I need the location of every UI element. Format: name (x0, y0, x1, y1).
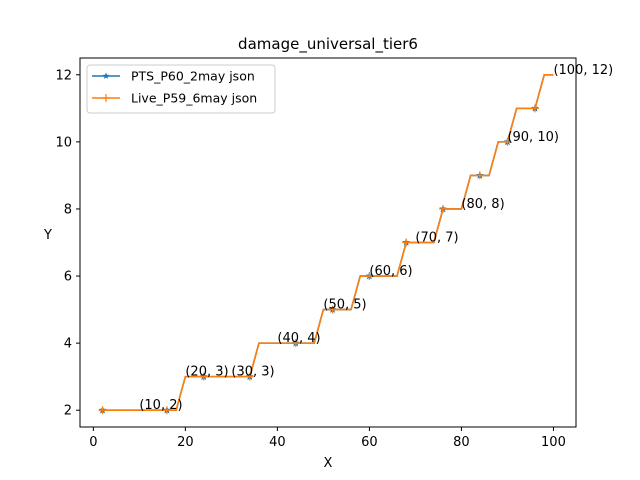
annotation-label: (70, 7) (415, 231, 458, 246)
series-2 (98, 73, 554, 415)
annotation-label: (20, 3) (185, 365, 228, 380)
legend-item: PTS_P60_2may json (92, 69, 255, 84)
series-line (102, 73, 554, 412)
axes-frame (79, 57, 577, 428)
y-tick-label: 12 (55, 68, 72, 83)
data-point (503, 137, 512, 146)
y-tick-label: 10 (55, 135, 72, 150)
x-axis-label: X (324, 456, 333, 471)
legend-marker (102, 94, 110, 102)
data-point (328, 305, 337, 314)
x-tick-label: 60 (361, 435, 378, 450)
legend-item: Live_P59_6may json (92, 91, 257, 106)
x-tick-label: 20 (177, 435, 194, 450)
annotation-label: (100, 12) (553, 63, 613, 78)
y-tick-label: 4 (64, 337, 72, 352)
y-axis: 2 4 6 8 10 12 (55, 68, 80, 419)
y-tick-label: 2 (64, 404, 72, 419)
annotation-label: (10, 2) (139, 398, 182, 413)
chart-title: damage_universal_tier6 (238, 35, 418, 54)
legend-box (86, 64, 276, 114)
data-point (439, 204, 448, 213)
data-point (365, 272, 374, 281)
x-tick-label: 0 (89, 435, 97, 450)
annotation-label: (90, 10) (507, 130, 559, 145)
data-point (245, 372, 254, 381)
x-tick-label: 100 (541, 435, 566, 450)
legend-label: Live_P59_6may json (131, 91, 257, 106)
annotation-label: (50, 5) (323, 298, 366, 313)
y-axis-label: Y (43, 228, 52, 243)
legend-label: PTS_P60_2may json (131, 69, 255, 84)
data-point (291, 339, 300, 348)
y-tick-label: 6 (64, 270, 72, 285)
x-tick-label: 40 (269, 435, 286, 450)
data-point (98, 406, 107, 415)
data-point (402, 238, 411, 247)
data-point (531, 104, 540, 113)
x-axis: 0 20 40 60 80 100 (89, 427, 566, 450)
annotation-label: (30, 3) (231, 365, 274, 380)
annotations: (10, 2) (20, 3) (30, 3) (40, 4) (50, 5) (60, … (139, 63, 613, 413)
data-point (199, 372, 208, 381)
legend: PTS_P60_2may json Live_P59_6may json (86, 64, 276, 114)
annotation-label: (80, 8) (461, 197, 504, 212)
data-point (475, 171, 484, 180)
annotation-label: (40, 4) (277, 331, 320, 346)
x-tick-label: 80 (453, 435, 470, 450)
legend-marker (102, 72, 110, 79)
plot-area: (10, 2) (20, 3) (30, 3) (40, 4) (50, 5) (60, … (98, 63, 613, 415)
y-tick-label: 8 (64, 202, 72, 217)
data-point (162, 406, 171, 415)
annotation-label: (60, 6) (369, 264, 412, 279)
